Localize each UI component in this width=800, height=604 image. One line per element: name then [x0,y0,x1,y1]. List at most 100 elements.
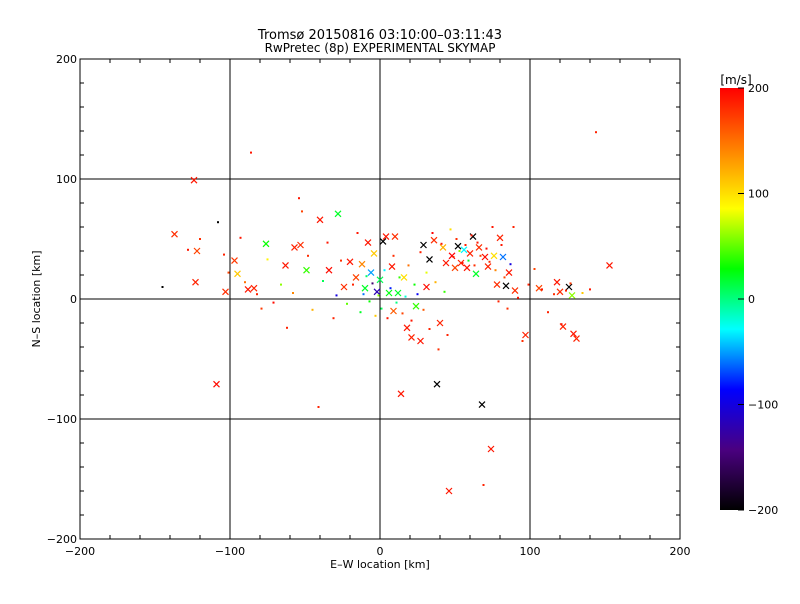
y-axis-label: N–S location [km] [30,250,43,347]
data-point-x [394,289,402,297]
data-point-dot [565,289,567,292]
data-point-dot [503,276,506,279]
data-point-dot [458,250,461,252]
data-point-x [505,269,513,277]
data-point-dot [298,197,300,200]
data-point-dot [266,258,269,261]
data-point-dot [326,241,329,244]
data-point-x [231,257,238,265]
data-point-dot [467,259,470,262]
data-point-dot [256,293,258,296]
data-point-x [367,269,375,277]
data-point-dot [500,244,503,246]
x-tick-label: 200 [670,545,691,558]
data-point-dot [461,262,464,264]
data-point-x [454,242,462,250]
data-point-dot [404,295,407,298]
data-point-x [475,243,483,251]
data-point-x [373,288,381,296]
data-point-x [385,289,393,297]
data-point-dot [286,326,288,329]
data-point-dot [491,226,494,228]
data-point-dot [389,287,392,290]
data-point-dot [365,275,368,278]
data-point-dot [434,281,437,284]
data-point-dot [386,317,389,320]
data-point-dot [359,311,362,314]
data-point-x [397,390,405,398]
data-point-dot [413,283,416,286]
data-point-x [426,255,433,263]
data-point-x [481,253,489,261]
data-point-dot [371,282,374,285]
data-point-dot [470,234,473,237]
data-point-dot [595,131,597,134]
data-point-dot [398,276,401,279]
data-point-dot [464,244,467,246]
data-point-dot [547,311,549,314]
colorbar-label: [m/s] [720,73,751,87]
data-point-dot [497,300,500,303]
data-point-dot [368,300,371,303]
data-point-dot [227,271,230,274]
data-point-x [463,264,471,272]
colorbar-tick-label: 100 [748,188,769,201]
data-point-x [484,263,492,271]
data-point-x [502,282,510,290]
data-point-dot [494,269,497,272]
data-point-dot [560,323,563,326]
y-tick-label: 100 [56,173,77,186]
data-point-dot [250,151,252,154]
data-point-dot [346,302,348,305]
data-point-x [606,261,613,269]
data-point-x [250,284,258,292]
data-point-dot [383,269,386,272]
data-point-x [570,330,577,338]
data-point-x [282,261,289,269]
data-point-x [499,253,507,261]
x-tick-label: 0 [377,545,384,558]
data-point-x [408,333,415,341]
data-point-x [568,291,576,299]
colorbar-tick-label: 0 [748,293,755,306]
data-point-dot [239,236,242,239]
data-point-x [496,234,504,242]
data-point-dot [422,308,425,311]
data-point-x [420,241,427,249]
y-tick-label: 0 [70,293,77,306]
data-point-x [403,324,411,332]
data-point-x [412,302,420,310]
data-point-x [325,266,333,274]
data-point-x [430,236,438,244]
data-point-dot [356,232,359,234]
data-point-x [291,243,298,251]
data-point-dot [428,328,431,330]
data-point-x [466,249,474,257]
data-point-x [417,337,424,345]
y-tick-label: 200 [56,53,77,66]
data-point-dot [452,256,455,258]
data-point-dot [473,264,476,267]
data-point-dot [485,247,488,250]
data-point-dot [335,294,338,297]
x-axis-label: E–W location [km] [330,558,430,571]
data-point-dot [322,280,324,282]
data-point-x [487,445,495,453]
data-point-x [445,487,453,495]
data-point-x [472,270,480,278]
chart-subtitle: RwPretec (8p) EXPERIMENTAL SKYMAP [265,41,496,55]
data-point-dot [527,283,530,286]
data-point-dot [340,259,342,262]
x-tick-label: −100 [215,545,245,558]
data-point-dot [244,281,246,284]
data-point-x [244,285,252,293]
data-point-x [478,401,486,409]
data-point-dot [512,226,515,228]
data-point-dot [199,238,201,240]
y-tick-label: −200 [47,533,77,546]
data-point-dot [509,263,512,266]
data-point-dot [301,210,303,213]
data-point-x [439,243,447,251]
data-point-dot [425,271,428,274]
data-point-dot [482,484,485,486]
